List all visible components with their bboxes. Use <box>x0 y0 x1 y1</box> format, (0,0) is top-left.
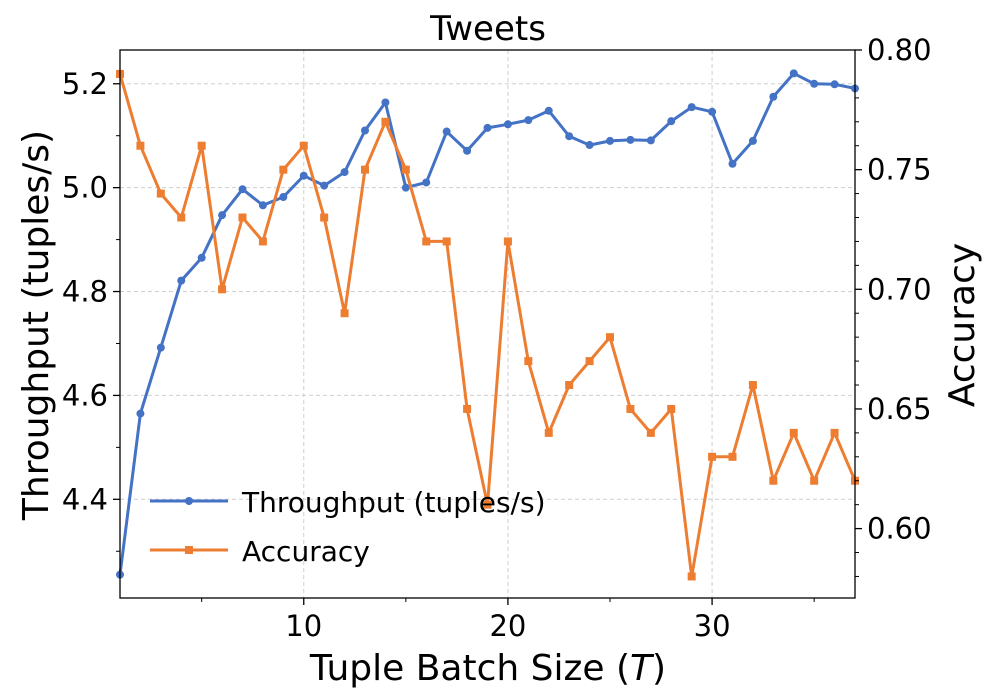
data-point <box>503 237 512 246</box>
data-point <box>299 141 308 150</box>
data-point <box>136 141 145 150</box>
data-point <box>218 211 227 220</box>
data-point <box>340 168 349 177</box>
data-point <box>606 136 614 145</box>
data-point <box>789 428 798 437</box>
data-point <box>687 572 696 581</box>
data-point <box>483 123 492 132</box>
y-tick-label: 4.4 <box>62 482 108 516</box>
data-point <box>197 141 206 150</box>
data-point <box>810 476 819 485</box>
data-point <box>463 404 472 413</box>
data-point <box>156 343 165 352</box>
data-point <box>585 357 594 366</box>
data-point <box>156 189 165 198</box>
x-tick-label: 20 <box>489 609 526 643</box>
data-point <box>789 69 798 78</box>
data-point <box>503 120 512 129</box>
data-point <box>442 237 451 246</box>
axis-ticks: 10 20 30 4.4 4.6 4.8 5.0 5.2 0.60 0.65 0.70 0.75 0.8… <box>62 33 932 643</box>
data-point <box>279 192 288 201</box>
legend-throughput-label: Throughput (tuples/s) <box>241 486 546 519</box>
legend-throughput-marker <box>185 497 193 505</box>
data-point <box>279 165 288 174</box>
legend: Throughput (tuples/s) Accuracy <box>150 486 546 568</box>
data-point <box>463 146 472 155</box>
data-point <box>830 428 839 437</box>
data-point <box>258 201 267 210</box>
data-point <box>401 183 410 192</box>
legend-accuracy-label: Accuracy <box>242 535 370 568</box>
x-axis-label: Tuple Batch Size (T) <box>309 648 666 689</box>
chart-title: Tweets <box>429 9 546 49</box>
y-tick-label: 4.8 <box>62 275 108 309</box>
data-point <box>218 285 227 294</box>
data-point <box>299 171 308 180</box>
data-point <box>361 165 369 174</box>
y-axis-label-left: Throughput (tuples/s) <box>16 130 57 521</box>
data-point <box>177 276 186 285</box>
data-point <box>320 213 329 222</box>
data-point <box>708 452 717 461</box>
data-point <box>565 381 574 390</box>
data-point <box>238 185 247 194</box>
data-point <box>626 135 635 144</box>
y2-tick-label: 0.70 <box>867 272 932 306</box>
data-point <box>728 452 737 461</box>
data-point <box>830 80 839 89</box>
data-point <box>565 132 574 141</box>
legend-accuracy-marker <box>185 546 193 554</box>
data-point <box>544 106 553 115</box>
series-clip <box>116 69 859 581</box>
data-point <box>524 116 533 125</box>
y-tick-label: 4.6 <box>62 378 108 412</box>
data-point <box>258 237 267 246</box>
plot-frame <box>119 49 856 599</box>
data-point <box>646 428 655 437</box>
y-tick-label: 5.2 <box>62 67 108 101</box>
data-point <box>483 500 492 509</box>
data-point <box>340 309 349 318</box>
data-point <box>544 428 553 437</box>
y2-tick-label: 0.65 <box>867 392 932 426</box>
data-point <box>177 213 186 222</box>
data-point <box>238 213 247 222</box>
y2-tick-label: 0.80 <box>867 33 932 67</box>
data-point <box>646 136 655 145</box>
series-throughput <box>116 69 859 579</box>
y2-tick-label: 0.60 <box>867 512 932 546</box>
data-point <box>626 404 635 413</box>
data-point <box>810 79 819 88</box>
series-layer <box>116 69 859 581</box>
data-point <box>422 237 431 246</box>
data-point <box>748 381 757 390</box>
data-point <box>401 165 410 174</box>
data-point <box>197 253 206 262</box>
data-point <box>422 178 431 187</box>
y2-tick-label: 0.75 <box>867 153 932 187</box>
data-point <box>136 409 145 418</box>
data-point <box>728 159 737 168</box>
data-point <box>381 98 390 107</box>
data-point <box>748 136 757 145</box>
x-tick-label: 10 <box>285 609 322 643</box>
data-point <box>667 117 676 126</box>
data-point <box>361 126 369 135</box>
data-point <box>687 103 696 112</box>
data-point <box>442 127 451 136</box>
data-point <box>381 117 390 126</box>
data-point <box>524 357 533 366</box>
x-tick-label: 30 <box>694 609 731 643</box>
data-point <box>708 107 717 116</box>
data-point <box>769 476 778 485</box>
y-axis-label-right: Accuracy <box>942 243 983 407</box>
data-point <box>769 92 778 101</box>
data-point <box>320 181 329 190</box>
data-point <box>667 404 676 413</box>
data-point <box>606 333 614 342</box>
y-tick-label: 5.0 <box>62 171 108 205</box>
data-point <box>585 141 594 150</box>
